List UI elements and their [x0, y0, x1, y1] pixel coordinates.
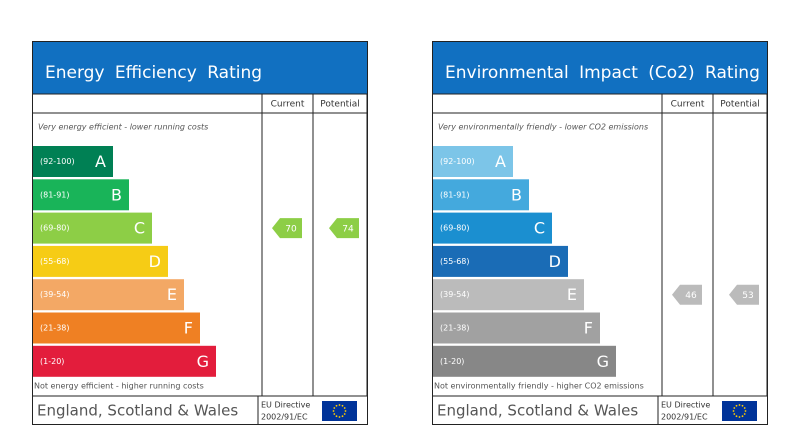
band-range: (69-80): [40, 224, 70, 233]
eu-star: [743, 407, 746, 409]
band-range: (69-80): [440, 224, 470, 233]
band-letter: E: [167, 285, 177, 304]
eu-star: [738, 416, 741, 418]
panel-title: Environmental Impact (Co2) Rating: [445, 63, 760, 83]
rating-band: [33, 146, 113, 177]
rating-band: [33, 345, 216, 377]
eu-star: [332, 410, 335, 412]
directive: EU Directive: [261, 401, 310, 410]
rating-band: [433, 146, 513, 177]
rating-band: [433, 345, 616, 377]
band-letter: A: [95, 152, 106, 171]
band-range: (39-54): [440, 290, 470, 299]
eu-star: [735, 404, 738, 407]
band-range: (55-68): [440, 257, 470, 266]
eu-star: [733, 413, 736, 415]
panel-header: [433, 42, 767, 94]
region: England, Scotland & Wales: [37, 402, 238, 420]
column-header: Current: [271, 100, 305, 110]
directive: 2002/91/EC: [661, 413, 708, 422]
bottom-note: Not energy efficient - higher running co…: [34, 382, 204, 391]
band-letter: G: [197, 352, 209, 371]
rating-arrow: [729, 284, 759, 305]
eu-star: [333, 407, 336, 409]
top-note: Very energy efficient - lower running co…: [38, 123, 208, 132]
rating-arrow: [272, 218, 302, 239]
eu-star: [733, 407, 736, 409]
panel-title: Energy Efficiency Rating: [45, 63, 262, 83]
band-letter: A: [495, 152, 506, 171]
band-range: (55-68): [40, 257, 70, 266]
band-letter: B: [511, 185, 522, 204]
eu-star: [335, 404, 338, 407]
rating-band: [433, 179, 529, 211]
eu-star: [338, 416, 341, 418]
rating-value: 53: [742, 291, 753, 301]
rating-band: [433, 312, 600, 344]
band-range: (81-91): [440, 190, 470, 199]
rating-value: 70: [285, 225, 297, 235]
band-letter: D: [149, 252, 161, 271]
bottom-note: Not environmentally friendly - higher CO…: [434, 382, 644, 391]
rating-arrow: [672, 284, 702, 305]
band-letter: F: [584, 319, 593, 338]
rating-value: 74: [342, 225, 354, 235]
column-header: Potential: [320, 100, 359, 110]
eu-star: [741, 404, 744, 407]
band-letter: E: [567, 285, 577, 304]
directive: 2002/91/EC: [261, 413, 308, 422]
eu-star: [735, 415, 738, 418]
band-range: (92-100): [440, 157, 475, 166]
eu-star: [335, 415, 338, 418]
eu-star: [343, 407, 346, 409]
rating-band: [433, 279, 584, 311]
region: England, Scotland & Wales: [437, 402, 638, 420]
rating-band: [433, 245, 568, 277]
band-letter: C: [134, 219, 145, 238]
band-range: (81-91): [40, 190, 70, 199]
band-range: (39-54): [40, 290, 70, 299]
band-letter: D: [549, 252, 561, 271]
eu-star: [341, 404, 344, 407]
panel: Environmental Impact (Co2) Rating Current…: [432, 41, 768, 425]
eu-star: [744, 410, 747, 412]
rating-value: 46: [685, 291, 697, 301]
rating-band: [33, 279, 184, 311]
eu-flag: [322, 401, 357, 421]
rating-band: [33, 212, 152, 244]
rating-band: [433, 212, 552, 244]
band-letter: G: [597, 352, 609, 371]
eu-star: [338, 404, 341, 406]
eu-star: [341, 415, 344, 418]
rating-band: [33, 312, 200, 344]
eu-flag: [722, 401, 757, 421]
directive: EU Directive: [661, 401, 710, 410]
column-header: Potential: [720, 100, 759, 110]
rating-band: [33, 179, 129, 211]
band-range: (1-20): [40, 357, 64, 366]
column-header: Current: [671, 100, 705, 110]
eu-star: [743, 413, 746, 415]
eu-star: [738, 404, 741, 406]
panel: Energy Efficiency Rating Current Potential…: [32, 41, 368, 425]
eu-star: [344, 410, 347, 412]
eu-star: [343, 413, 346, 415]
band-letter: F: [184, 319, 193, 338]
eu-star: [732, 410, 735, 412]
band-range: (1-20): [440, 357, 464, 366]
eu-star: [333, 413, 336, 415]
rating-arrow: [329, 218, 359, 239]
band-range: (21-38): [40, 324, 70, 333]
eu-star: [741, 415, 744, 418]
band-range: (21-38): [440, 324, 470, 333]
band-range: (92-100): [40, 157, 75, 166]
top-note: Very environmentally friendly - lower CO…: [438, 123, 648, 132]
band-letter: C: [534, 219, 545, 238]
band-letter: B: [111, 185, 122, 204]
panel-header: [33, 42, 367, 94]
rating-band: [33, 245, 168, 277]
